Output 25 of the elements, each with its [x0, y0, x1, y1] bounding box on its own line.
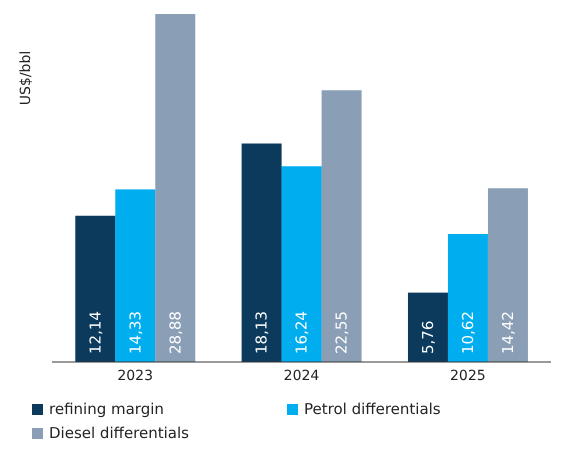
legend-label: refining margin: [49, 400, 164, 418]
data-label: 10,62: [458, 311, 477, 354]
data-label: 16,24: [292, 311, 311, 354]
bar: [242, 144, 282, 362]
data-label: 18,13: [252, 311, 271, 354]
x-tick-label: 2025: [450, 368, 486, 384]
bar: [408, 292, 448, 362]
data-label: 22,55: [332, 311, 351, 354]
data-label: 12,14: [86, 311, 104, 354]
y-axis-title: US$/bbl: [18, 50, 34, 106]
data-label: 5,76: [418, 320, 437, 354]
bar: [75, 216, 116, 362]
bar: [448, 234, 488, 362]
data-label: 14,42: [498, 311, 517, 354]
x-tick-label: 2024: [284, 368, 320, 384]
data-label: 14,33: [126, 311, 144, 354]
bar: [488, 188, 528, 362]
legend-label: Petrol differentials: [304, 400, 441, 418]
bar: [282, 166, 322, 362]
bar: [115, 189, 156, 362]
x-tick-label: 2023: [117, 368, 153, 384]
legend-label: Diesel differentials: [49, 424, 189, 442]
bar: [155, 14, 196, 362]
data-label: 28,88: [166, 311, 184, 354]
bar: [322, 90, 362, 362]
